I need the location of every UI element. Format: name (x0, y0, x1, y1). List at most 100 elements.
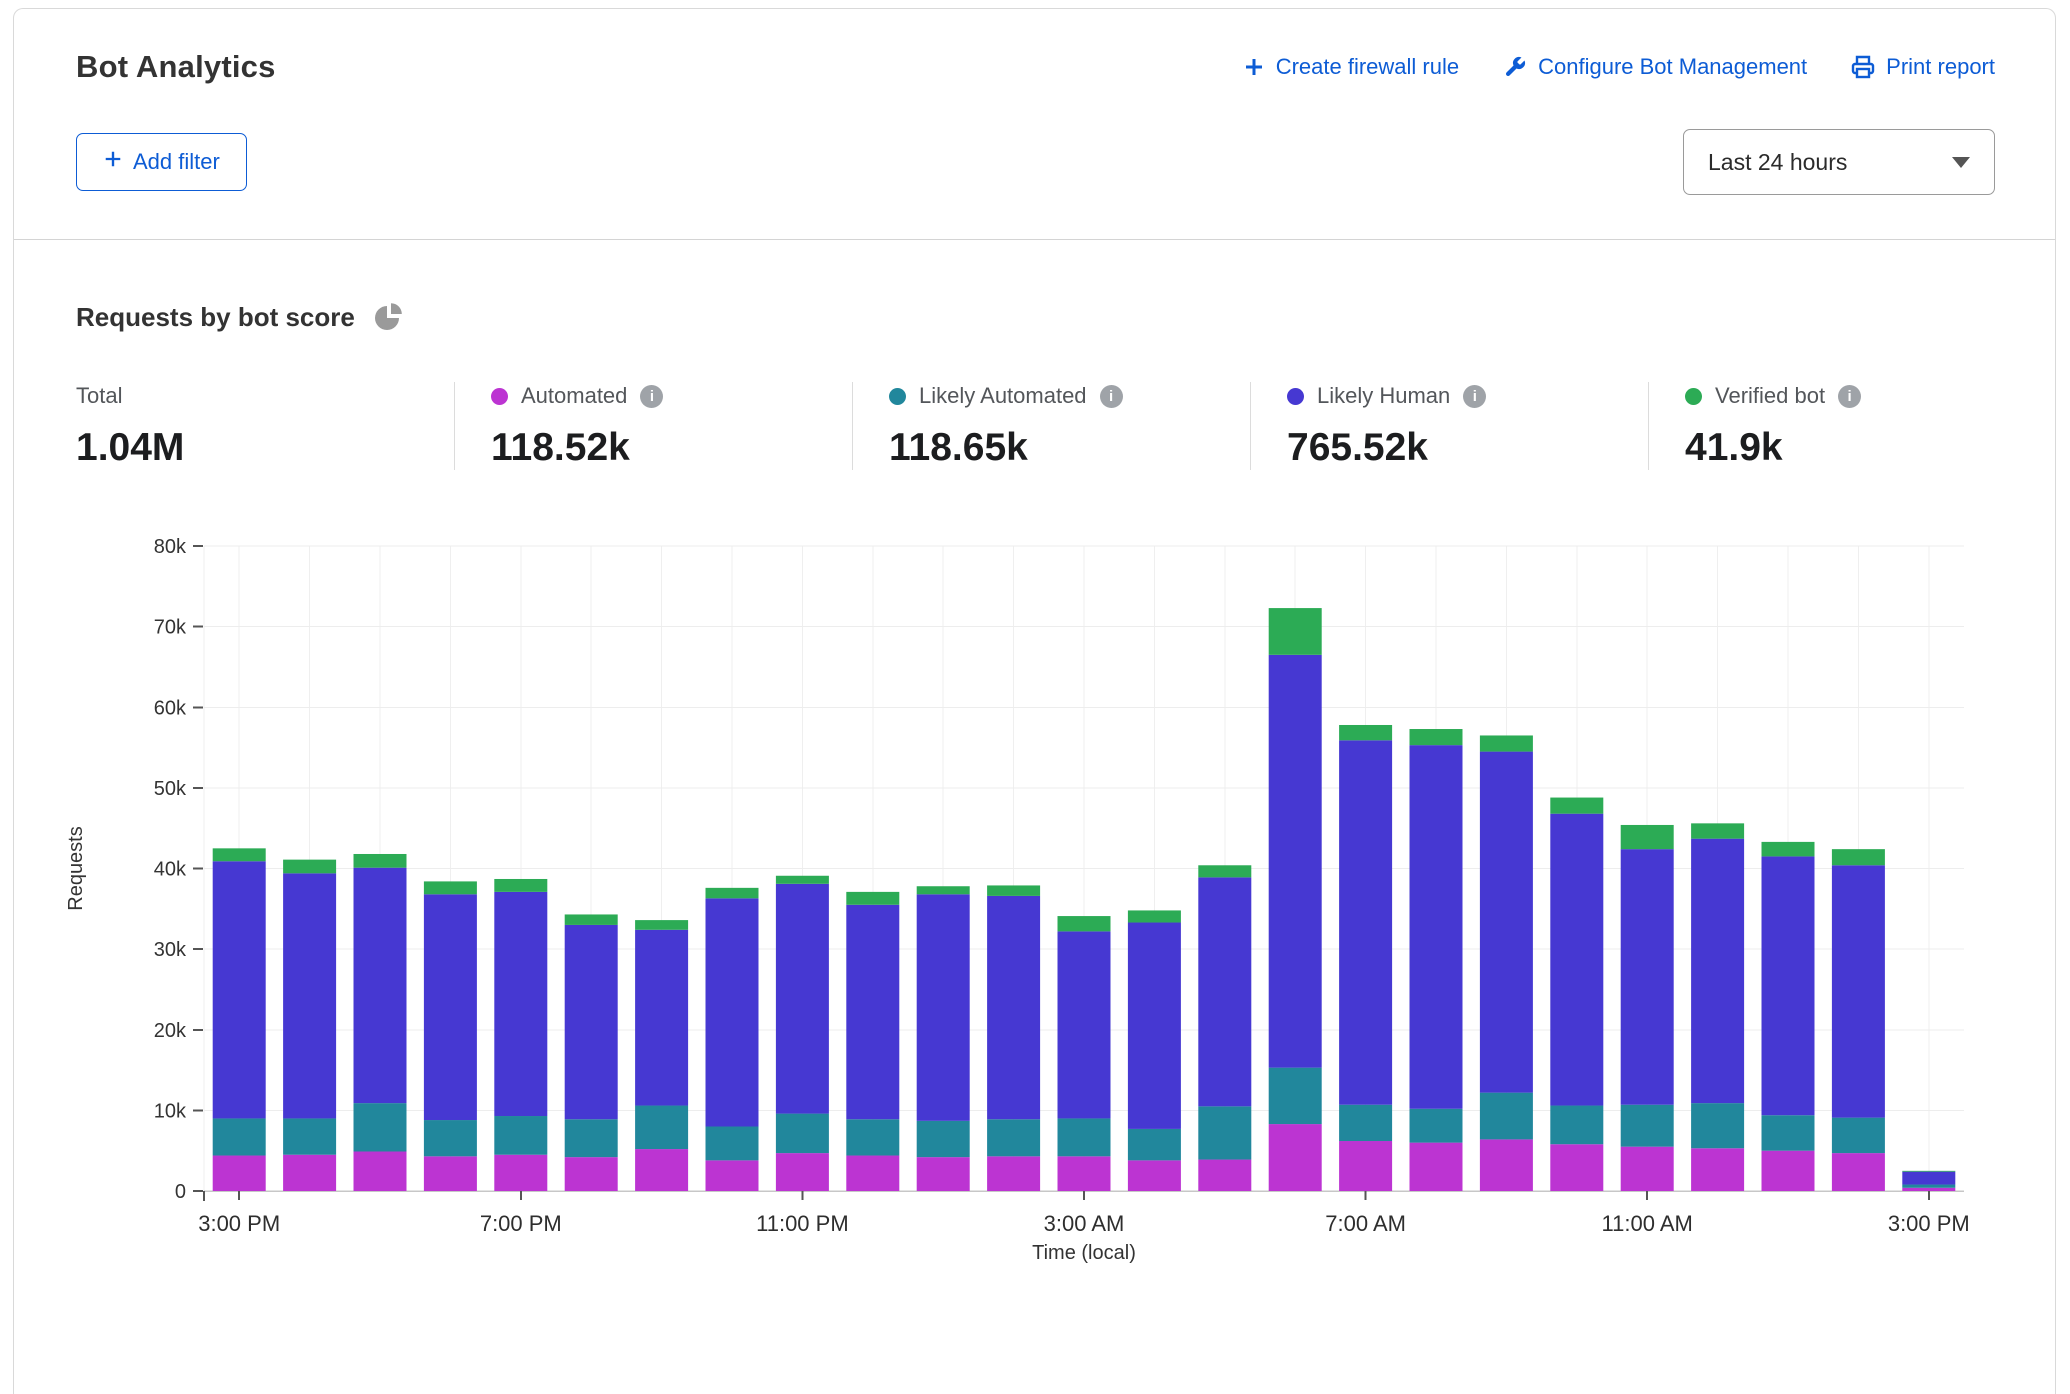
bar-segment-likely-human[interactable] (775, 883, 829, 1114)
bar-segment-automated[interactable] (635, 1149, 689, 1191)
bar-segment-verified-bot[interactable] (1339, 724, 1393, 741)
bar-segment-likely-automated[interactable] (283, 1118, 337, 1155)
bar-segment-automated[interactable] (705, 1160, 759, 1191)
bar-segment-verified-bot[interactable] (423, 881, 477, 895)
bar-segment-verified-bot[interactable] (1198, 865, 1252, 878)
bar-segment-automated[interactable] (212, 1155, 266, 1191)
bar-segment-likely-automated[interactable] (1479, 1092, 1533, 1140)
bar-segment-automated[interactable] (283, 1154, 337, 1191)
bar-segment-likely-human[interactable] (1409, 745, 1463, 1109)
bar-segment-verified-bot[interactable] (494, 878, 548, 892)
bar-segment-automated[interactable] (1057, 1156, 1111, 1191)
bar-segment-automated[interactable] (775, 1153, 829, 1191)
bar-segment-likely-automated[interactable] (564, 1119, 618, 1158)
bar-segment-verified-bot[interactable] (775, 875, 829, 884)
bar-segment-verified-bot[interactable] (1761, 841, 1815, 857)
bar-segment-verified-bot[interactable] (1902, 1170, 1956, 1172)
bar-segment-likely-human[interactable] (1761, 856, 1815, 1116)
bar-segment-likely-automated[interactable] (1691, 1103, 1745, 1149)
bar-segment-automated[interactable] (1620, 1146, 1674, 1191)
bar-segment-likely-automated[interactable] (1268, 1067, 1322, 1125)
bar-segment-automated[interactable] (494, 1154, 548, 1191)
bar-segment-likely-human[interactable] (1620, 849, 1674, 1105)
bar-segment-likely-human[interactable] (494, 891, 548, 1117)
bar-segment-likely-human[interactable] (1198, 877, 1252, 1107)
bar-segment-likely-human[interactable] (1691, 838, 1745, 1104)
bar-segment-likely-automated[interactable] (1339, 1104, 1393, 1142)
bar-segment-verified-bot[interactable] (353, 853, 407, 868)
bar-segment-automated[interactable] (1691, 1148, 1745, 1191)
bar-segment-likely-automated[interactable] (1831, 1117, 1885, 1154)
bar-segment-likely-automated[interactable] (916, 1120, 970, 1158)
bar-segment-likely-automated[interactable] (705, 1126, 759, 1161)
bar-segment-likely-human[interactable] (564, 924, 618, 1120)
bar-segment-automated[interactable] (846, 1155, 900, 1191)
bar-segment-automated[interactable] (1761, 1150, 1815, 1191)
bar-segment-verified-bot[interactable] (916, 886, 970, 895)
bar-segment-likely-automated[interactable] (1409, 1108, 1463, 1143)
create-firewall-rule-link[interactable]: Create firewall rule (1243, 54, 1459, 80)
bar-segment-likely-human[interactable] (846, 904, 900, 1120)
bar-segment-verified-bot[interactable] (1409, 729, 1463, 746)
bar-segment-verified-bot[interactable] (1550, 797, 1604, 814)
bar-segment-verified-bot[interactable] (1479, 735, 1533, 752)
bar-segment-automated[interactable] (564, 1157, 618, 1191)
bar-segment-automated[interactable] (987, 1156, 1041, 1191)
bar-segment-likely-human[interactable] (283, 873, 337, 1119)
bar-segment-likely-automated[interactable] (1198, 1106, 1252, 1160)
bar-segment-verified-bot[interactable] (987, 885, 1041, 896)
bar-segment-likely-automated[interactable] (987, 1119, 1041, 1157)
info-icon[interactable]: i (1463, 384, 1487, 408)
bar-segment-likely-automated[interactable] (775, 1113, 829, 1154)
bar-segment-likely-automated[interactable] (1620, 1104, 1674, 1147)
bar-segment-verified-bot[interactable] (212, 848, 266, 862)
bar-segment-verified-bot[interactable] (1831, 849, 1885, 866)
configure-bot-management-link[interactable]: Configure Bot Management (1503, 54, 1807, 80)
info-icon[interactable]: i (1838, 384, 1862, 408)
bar-segment-likely-human[interactable] (212, 861, 266, 1119)
bar-segment-verified-bot[interactable] (1057, 916, 1111, 932)
info-icon[interactable]: i (1099, 384, 1123, 408)
bar-segment-automated[interactable] (1198, 1159, 1252, 1191)
bar-segment-automated[interactable] (1479, 1139, 1533, 1191)
bar-segment-likely-human[interactable] (423, 894, 477, 1121)
bar-segment-automated[interactable] (1831, 1153, 1885, 1191)
bar-segment-likely-automated[interactable] (353, 1103, 407, 1152)
bar-segment-likely-automated[interactable] (1550, 1105, 1604, 1145)
bar-segment-likely-human[interactable] (916, 894, 970, 1121)
print-report-link[interactable]: Print report (1851, 54, 1995, 80)
bar-segment-likely-automated[interactable] (212, 1118, 266, 1156)
bar-segment-likely-human[interactable] (1550, 813, 1604, 1106)
bar-segment-likely-automated[interactable] (494, 1116, 548, 1155)
bar-segment-likely-human[interactable] (705, 898, 759, 1127)
time-range-select[interactable]: Last 24 hours (1683, 129, 1995, 195)
bar-segment-likely-human[interactable] (635, 929, 689, 1106)
bar-segment-likely-human[interactable] (1127, 922, 1181, 1129)
bar-segment-verified-bot[interactable] (283, 859, 337, 874)
bar-segment-likely-human[interactable] (1339, 740, 1393, 1105)
bar-segment-likely-automated[interactable] (423, 1120, 477, 1157)
bar-segment-likely-automated[interactable] (1902, 1184, 1956, 1188)
bar-segment-verified-bot[interactable] (635, 920, 689, 930)
add-filter-button[interactable]: Add filter (76, 133, 247, 191)
bar-segment-automated[interactable] (1127, 1160, 1181, 1191)
bar-segment-verified-bot[interactable] (1127, 910, 1181, 923)
bar-segment-automated[interactable] (353, 1151, 407, 1191)
bar-segment-automated[interactable] (1268, 1124, 1322, 1191)
bar-segment-automated[interactable] (1339, 1141, 1393, 1191)
bar-segment-verified-bot[interactable] (1268, 608, 1322, 655)
bar-segment-verified-bot[interactable] (1620, 824, 1674, 850)
info-icon[interactable]: i (640, 384, 664, 408)
bar-segment-likely-automated[interactable] (846, 1119, 900, 1156)
bar-segment-likely-human[interactable] (987, 895, 1041, 1120)
bar-segment-likely-human[interactable] (1831, 865, 1885, 1118)
bar-segment-automated[interactable] (916, 1157, 970, 1191)
bar-segment-automated[interactable] (1550, 1144, 1604, 1191)
bar-segment-verified-bot[interactable] (705, 887, 759, 899)
bar-segment-likely-automated[interactable] (1057, 1118, 1111, 1157)
bar-segment-likely-human[interactable] (353, 867, 407, 1104)
bar-segment-likely-human[interactable] (1268, 654, 1322, 1068)
bar-segment-verified-bot[interactable] (846, 891, 900, 905)
bar-segment-likely-automated[interactable] (1127, 1128, 1181, 1161)
bar-segment-automated[interactable] (423, 1156, 477, 1191)
